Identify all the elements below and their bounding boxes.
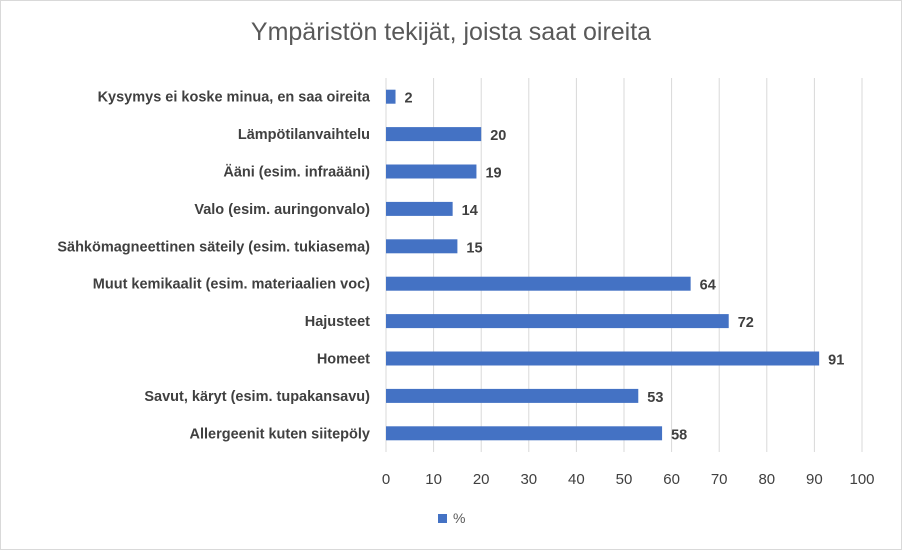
data-label: 20 [490, 128, 506, 144]
data-label: 14 [462, 203, 478, 219]
x-tick-label: 50 [616, 471, 633, 488]
data-label: 64 [700, 278, 716, 294]
x-tick-label: 40 [568, 471, 585, 488]
data-label: 15 [466, 240, 482, 256]
x-tick-label: 10 [425, 471, 442, 488]
category-label: Muut kemikaalit (esim. materiaalien voc) [93, 277, 370, 293]
bar [386, 164, 477, 179]
x-tick-label: 30 [520, 471, 537, 488]
bar [386, 239, 458, 254]
x-tick-label: 90 [806, 471, 823, 488]
data-label: 53 [647, 390, 663, 406]
data-label: 2 [405, 91, 413, 107]
bar [386, 276, 691, 291]
bar [386, 201, 453, 216]
category-label: Sähkömagneettinen säteily (esim. tukiase… [57, 239, 370, 255]
bar [386, 89, 396, 104]
category-label: Savut, käryt (esim. tupakansavu) [144, 389, 370, 405]
data-label: 19 [485, 166, 501, 182]
category-label: Valo (esim. auringonvalo) [194, 202, 370, 218]
legend: % [438, 510, 465, 526]
data-label: 91 [828, 353, 844, 369]
chart-title: Ympäristön tekijät, joista saat oireita [250, 18, 652, 46]
bar [386, 388, 639, 403]
legend-swatch [438, 513, 447, 523]
bar [386, 351, 820, 366]
x-tick-label: 70 [711, 471, 728, 488]
category-label: Kysymys ei koske minua, en saa oireita [98, 90, 371, 106]
data-label: 58 [671, 427, 687, 443]
category-label: Lämpötilanvaihtelu [238, 127, 370, 143]
bar [386, 314, 729, 329]
category-label: Homeet [317, 352, 370, 368]
bar [386, 127, 482, 142]
x-tick-label: 0 [382, 471, 390, 488]
bar [386, 426, 663, 441]
data-label: 72 [738, 315, 754, 331]
legend-label: % [453, 510, 466, 526]
x-tick-label: 80 [758, 471, 775, 488]
category-label: Ääni (esim. infraääni) [223, 164, 370, 181]
category-label: Hajusteet [305, 314, 370, 330]
category-label: Allergeenit kuten siitepöly [190, 426, 371, 442]
x-tick-label: 100 [849, 471, 874, 488]
x-tick-label: 20 [473, 471, 490, 488]
x-tick-label: 60 [663, 471, 680, 488]
